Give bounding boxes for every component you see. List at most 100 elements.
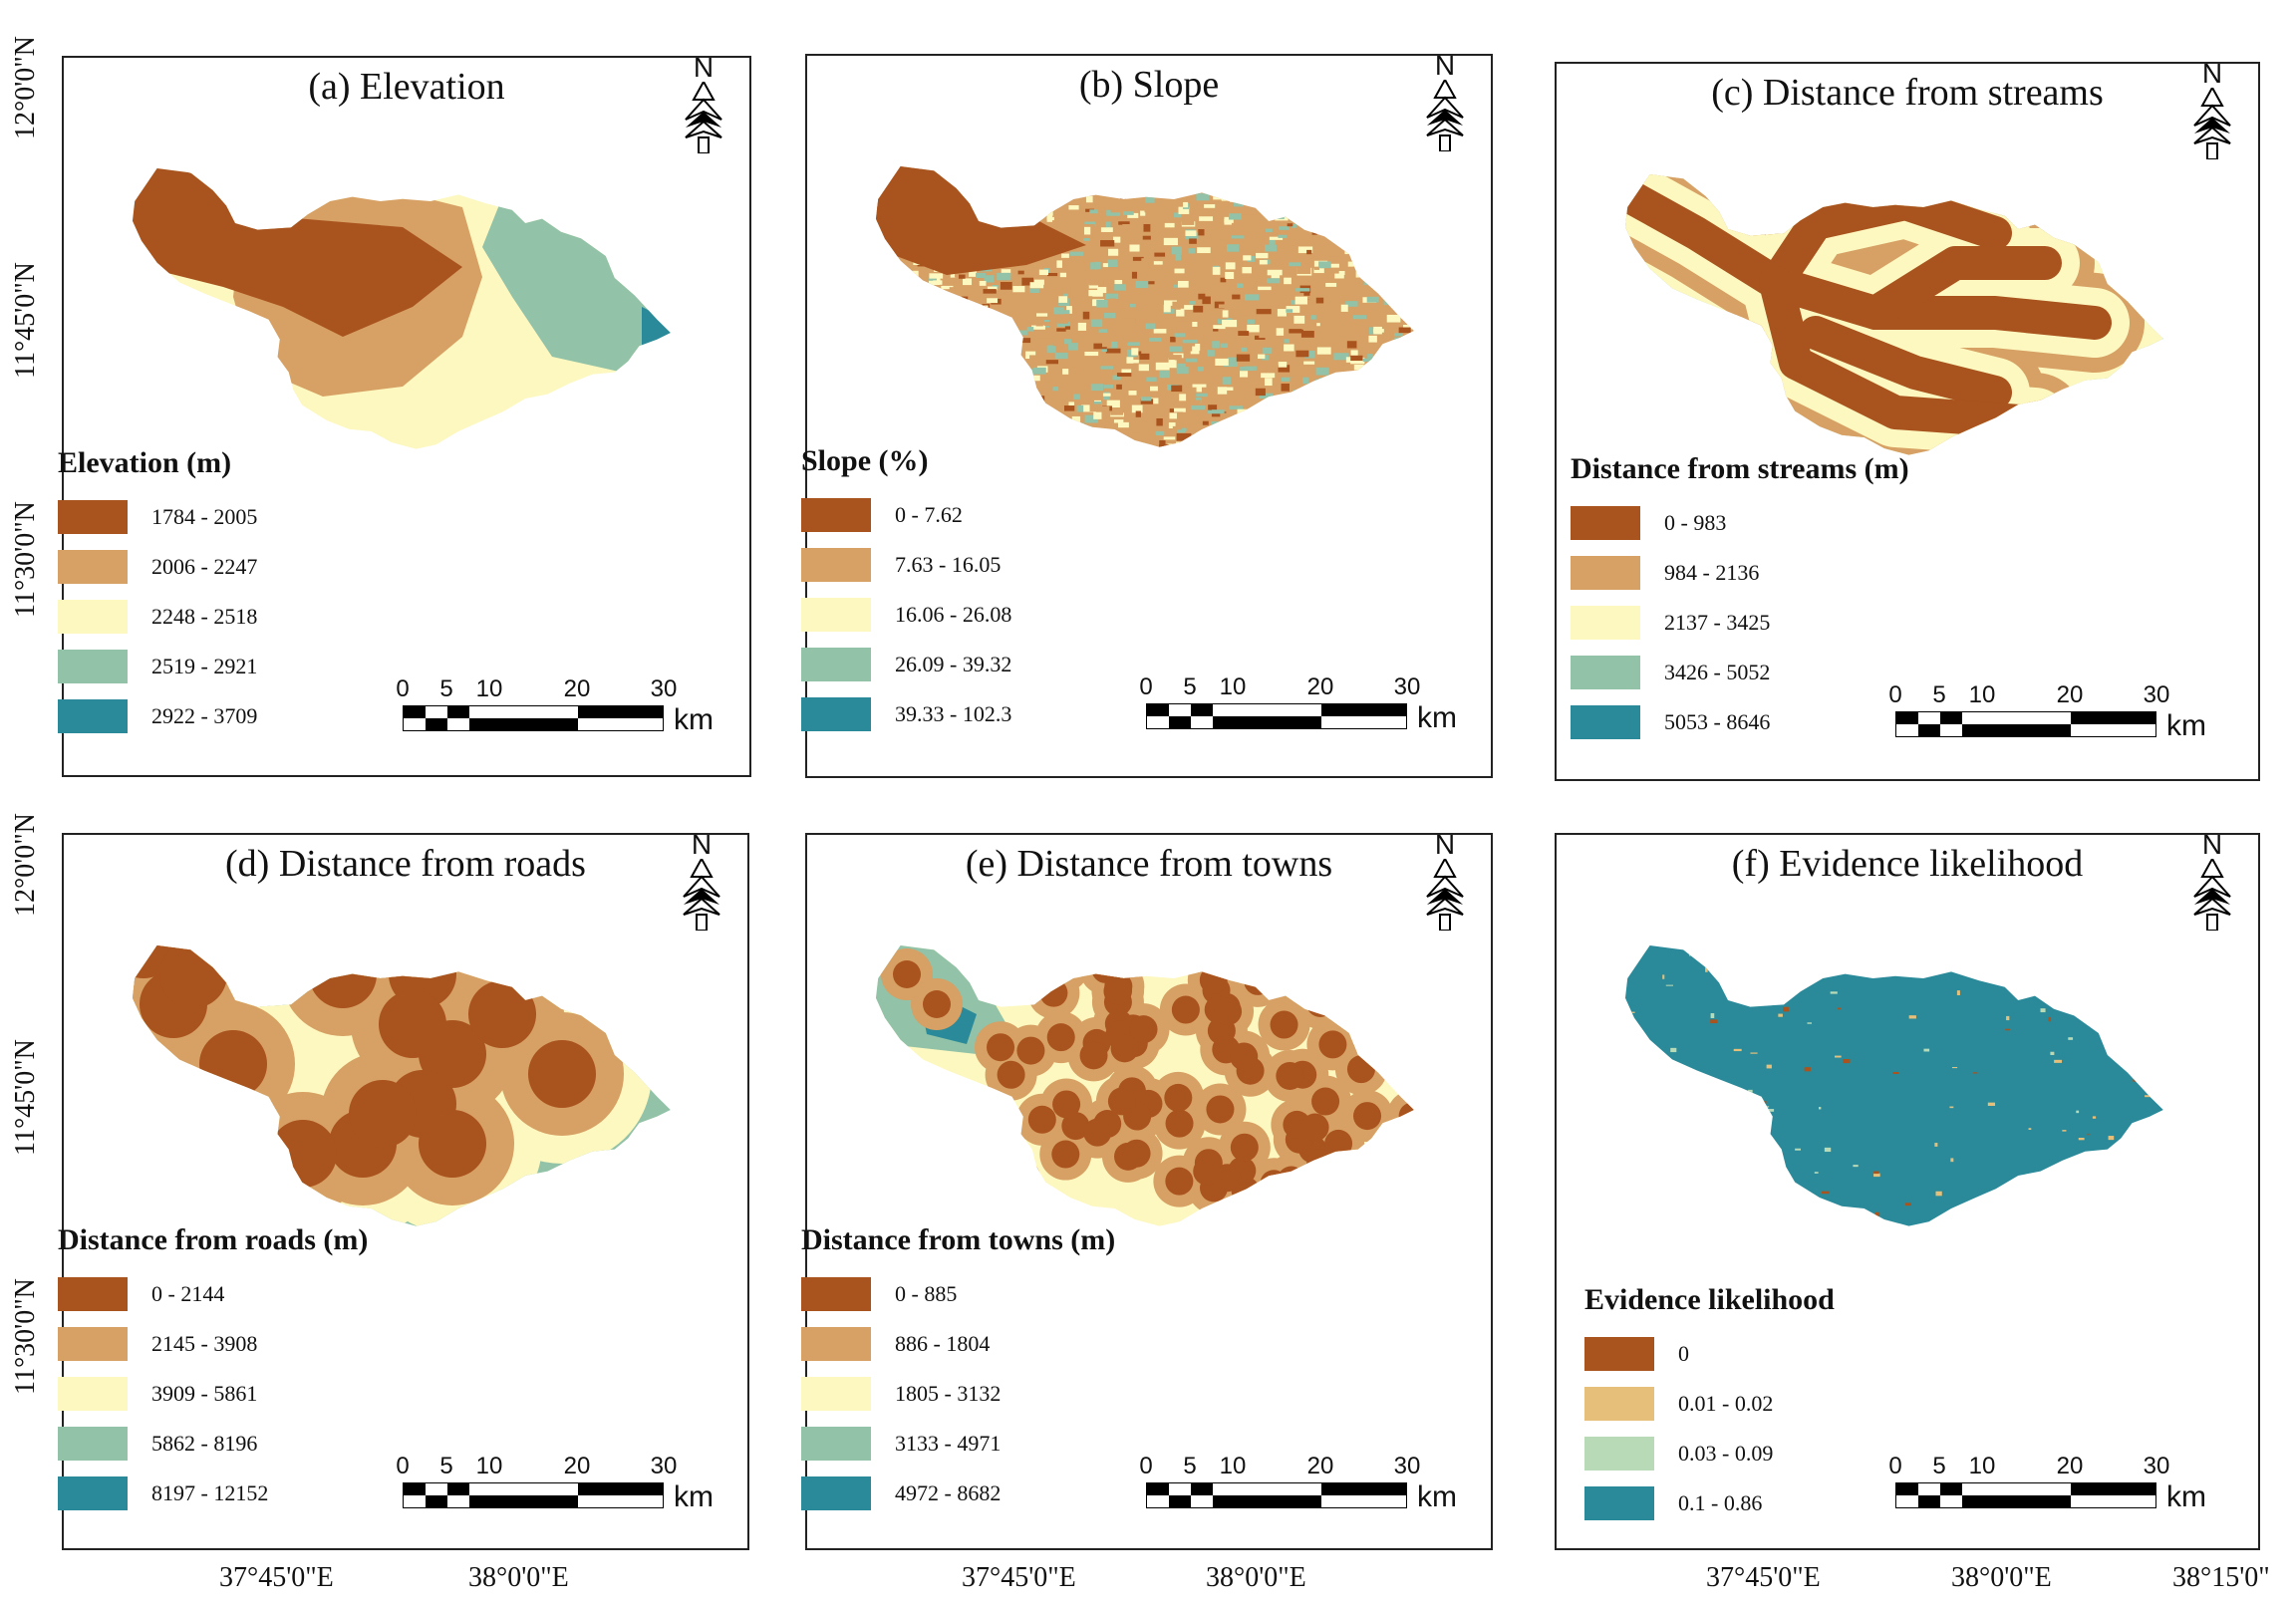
north-label: N — [1434, 829, 1456, 860]
legend-label: 3426 - 5052 — [1664, 660, 1771, 684]
scale-tick-label: 5 — [1932, 681, 1946, 708]
scale-bar: 0 5 10 20 30 km — [396, 1453, 714, 1513]
scale-unit: km — [674, 703, 714, 736]
legend-swatch — [58, 1377, 128, 1411]
longitude-label: 38°15'0" — [2172, 1562, 2270, 1593]
legend-label: 2922 - 3709 — [151, 703, 258, 728]
legend-label: 1784 - 2005 — [151, 504, 258, 529]
legend-label: 2145 - 3908 — [151, 1331, 258, 1356]
scale-unit: km — [1417, 1480, 1457, 1513]
legend-swatch — [801, 598, 871, 632]
towns-map — [875, 945, 1414, 1226]
legend-label: 5862 - 8196 — [151, 1431, 258, 1456]
north-arrow-icon: N — [680, 829, 723, 932]
legend-item: 0 - 7.62 — [801, 490, 1011, 540]
latitude-label: 11°30'0"N — [10, 501, 41, 618]
legend-label: 0 — [1678, 1341, 1689, 1366]
legend-swatch — [801, 1476, 871, 1510]
legend: Elevation (m) 1784 - 2005 2006 - 2247 2248 … — [58, 446, 257, 741]
legend-item: 2145 - 3908 — [58, 1319, 368, 1369]
panel-title: (e) Distance from towns — [965, 843, 1333, 885]
legend-label: 7.63 - 16.05 — [895, 552, 1002, 577]
legend-item: 8197 - 12152 — [58, 1469, 368, 1518]
legend-swatch — [58, 500, 128, 534]
legend-label: 0 - 983 — [1664, 510, 1727, 535]
panel-roads: (d) Distance from roads N Distance from ro… — [58, 829, 749, 1550]
scale-unit: km — [2166, 709, 2206, 742]
north-arrow-symbol-icon — [685, 79, 722, 154]
scale-tick-label: 0 — [1888, 681, 1902, 708]
legend-item: 0 - 983 — [1571, 498, 1909, 548]
legend-swatch — [801, 1327, 871, 1361]
panel-title: (b) Slope — [1078, 64, 1220, 106]
latitude-label: 12°0'0"N — [10, 36, 41, 139]
legend-swatch — [58, 1277, 128, 1311]
panel-title: (f) Evidence likelihood — [1731, 843, 2084, 885]
longitude-label: 37°45'0"E — [962, 1562, 1076, 1593]
legend-swatch — [1571, 606, 1640, 640]
scale-bar-graphic — [1895, 711, 2156, 737]
legend-item: 5053 - 8646 — [1571, 697, 1909, 747]
scale-tick-label: 30 — [650, 675, 678, 702]
scale-tick-label: 5 — [1183, 1453, 1197, 1479]
scale-unit: km — [674, 1480, 714, 1513]
legend-swatch — [1584, 1486, 1654, 1520]
panel-title: (d) Distance from roads — [225, 843, 586, 885]
scale-tick-label: 5 — [439, 1453, 453, 1479]
scale-bar-graphic — [1895, 1482, 2156, 1508]
legend-label: 0 - 2144 — [151, 1281, 225, 1306]
legend-swatch — [58, 550, 128, 584]
north-arrow-symbol-icon — [683, 856, 720, 932]
scale-bar-graphic — [1146, 703, 1407, 729]
legend-label: 4972 - 8682 — [895, 1480, 1002, 1505]
scale-bar-graphic — [1146, 1482, 1407, 1508]
legend-swatch — [1571, 656, 1640, 689]
scale-tick-label: 10 — [475, 1453, 503, 1479]
scale-bar: 0 5 10 20 30 km — [1888, 1453, 2206, 1513]
north-arrow-icon: N — [1423, 829, 1467, 932]
evidence-map — [1624, 945, 2163, 1226]
legend-swatch — [58, 600, 128, 634]
latitude-label: 12°0'0"N — [10, 813, 41, 917]
legend-swatch — [58, 699, 128, 733]
legend-swatch — [58, 1427, 128, 1461]
legend-swatch — [1584, 1437, 1654, 1471]
north-arrow-icon: N — [2190, 58, 2234, 160]
roads-map — [132, 945, 671, 1226]
legend: Distance from streams (m) 0 - 983 984 - 21… — [1571, 452, 1909, 747]
longitude-label: 38°0'0"E — [1951, 1562, 2052, 1593]
legend: Distance from roads (m) 0 - 2144 2145 - 39… — [58, 1223, 368, 1518]
longitude-label: 37°45'0"E — [219, 1562, 334, 1593]
north-arrow-symbol-icon — [2193, 856, 2231, 932]
legend-swatch — [1584, 1387, 1654, 1421]
legend-item: 2006 - 2247 — [58, 542, 257, 592]
legend-swatch — [801, 1277, 871, 1311]
north-label: N — [2201, 58, 2223, 89]
legend-label: 984 - 2136 — [1664, 560, 1760, 585]
longitude-label: 38°0'0"E — [1206, 1562, 1306, 1593]
scale-tick-label: 5 — [1932, 1453, 1946, 1479]
legend-swatch — [801, 498, 871, 532]
legend-item: 0 — [1584, 1329, 1835, 1379]
legend-title: Distance from streams (m) — [1571, 452, 1909, 485]
legend: Slope (%) 0 - 7.62 7.63 - 16.05 16.06 - 26.… — [801, 444, 1011, 739]
panel-towns: (e) Distance from towns N Distance from to… — [801, 829, 1493, 1550]
scale-tick-label: 5 — [1183, 673, 1197, 700]
scale-tick-label: 5 — [439, 675, 453, 702]
slope-map — [875, 166, 1414, 447]
legend-label: 0.01 - 0.02 — [1678, 1391, 1774, 1416]
legend-item: 4972 - 8682 — [801, 1469, 1115, 1518]
north-arrow-symbol-icon — [2193, 85, 2231, 160]
scale-tick-label: 10 — [1219, 1453, 1247, 1479]
legend-label: 3909 - 5861 — [151, 1381, 258, 1406]
legend-label: 0.1 - 0.86 — [1678, 1490, 1763, 1515]
legend-label: 2006 - 2247 — [151, 554, 258, 579]
scale-tick-label: 20 — [2056, 681, 2084, 708]
panel-title: (c) Distance from streams — [1711, 72, 2104, 114]
north-label: N — [691, 829, 713, 860]
scale-tick-label: 30 — [2143, 681, 2170, 708]
legend-swatch — [1584, 1337, 1654, 1371]
scale-tick-label: 20 — [1306, 1453, 1334, 1479]
panel-slope: (b) Slope N Slope (%) 0 - 7.62 7.63 - 16.05 1… — [801, 52, 1493, 778]
legend-title: Elevation (m) — [58, 446, 232, 479]
